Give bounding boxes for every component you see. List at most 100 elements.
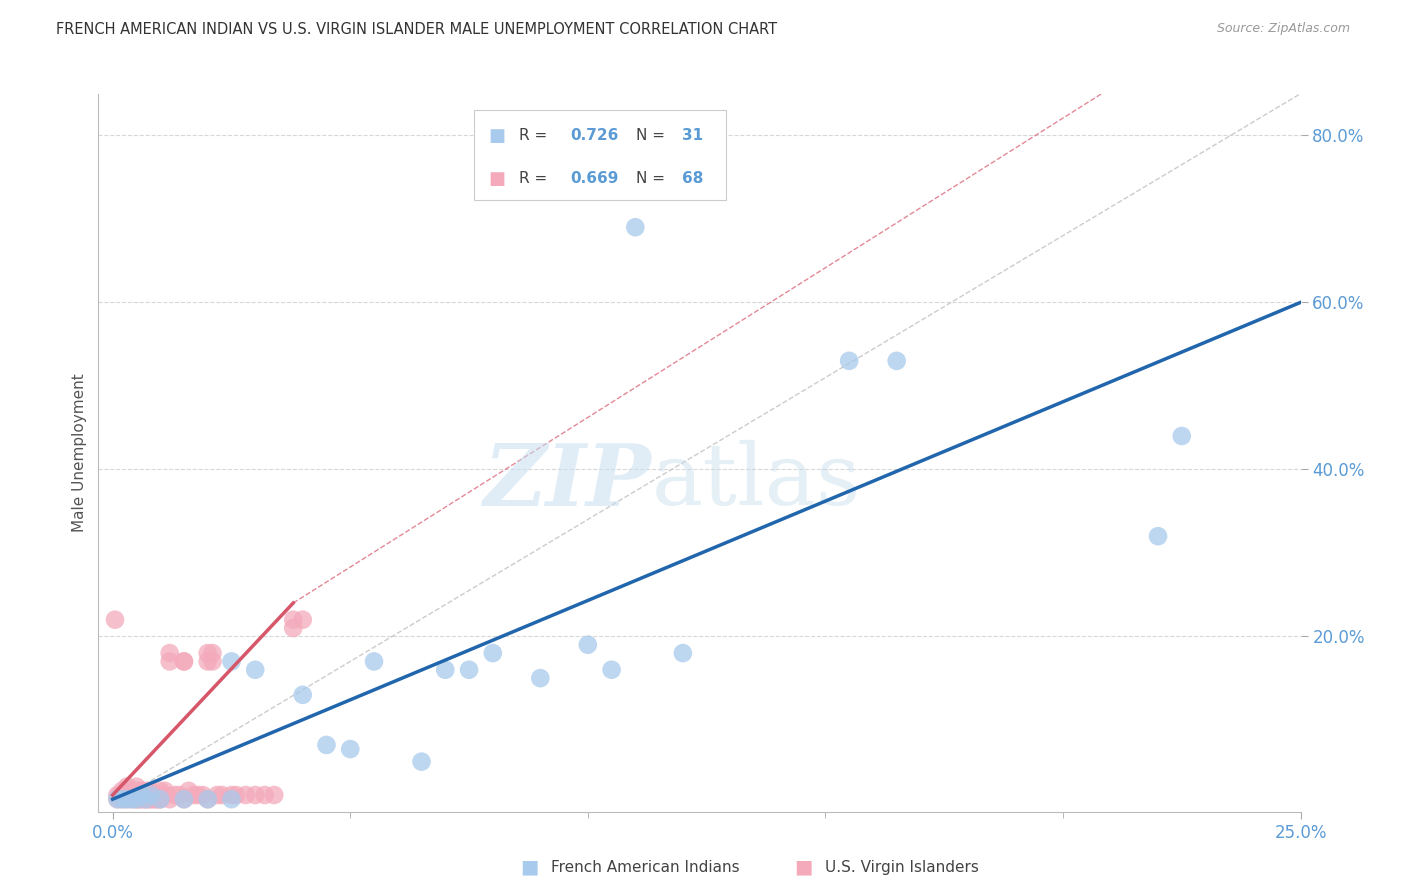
Text: French American Indians: French American Indians [551,860,740,874]
Point [139,792,162,806]
Point [225,788,247,802]
Point [211,788,233,802]
Point [201,655,224,669]
Point [149,792,172,806]
Point [129,792,152,806]
Text: Source: ZipAtlas.com: Source: ZipAtlas.com [1216,22,1350,36]
Point [576,638,599,652]
Point [121,792,143,806]
Point [135,792,157,806]
Point [121,784,143,798]
Point [121,792,143,806]
Point [291,688,314,702]
Point [173,655,195,669]
Point [125,788,148,802]
Point [624,220,647,235]
Point [107,792,129,806]
Point [600,663,623,677]
Point [135,792,157,806]
Point [315,738,337,752]
Point [183,788,205,802]
Point [291,613,314,627]
Point [145,792,167,806]
Point [197,792,219,806]
Point [481,646,503,660]
Point [111,792,134,806]
Text: ■: ■ [794,857,813,877]
Point [139,788,162,802]
Point [115,784,138,798]
Point [139,784,162,798]
Point [886,354,908,368]
Point [1171,429,1194,443]
Point [205,788,228,802]
Point [115,788,138,802]
Point [838,354,860,368]
Point [111,788,134,802]
Point [129,788,152,802]
Point [253,788,276,802]
Text: 0.726: 0.726 [569,128,619,144]
Text: ■: ■ [520,857,538,877]
Text: ZIP: ZIP [484,440,651,524]
Point [139,792,162,806]
Point [173,792,195,806]
Point [173,792,195,806]
Point [159,792,181,806]
Point [159,646,181,660]
Point [221,788,243,802]
Text: N =: N = [636,128,669,144]
Point [197,792,219,806]
Point [135,792,157,806]
Point [135,784,157,798]
Point [283,621,305,635]
Point [221,792,243,806]
Point [125,792,148,806]
Point [111,792,134,806]
Point [283,613,305,627]
Point [139,788,162,802]
Point [115,792,138,806]
Text: 68: 68 [682,171,704,186]
Point [263,788,285,802]
Point [111,784,134,798]
Point [363,655,385,669]
Point [149,788,172,802]
Point [125,792,148,806]
Point [107,792,129,806]
Point [458,663,481,677]
Point [129,792,152,806]
Point [149,784,172,798]
Point [235,788,257,802]
Point [197,655,219,669]
Point [125,780,148,794]
Text: ■: ■ [488,169,505,188]
Text: 0.669: 0.669 [569,171,619,186]
Point [107,788,129,802]
Point [201,646,224,660]
Point [221,655,243,669]
Point [115,792,138,806]
Point [125,792,148,806]
Point [153,784,176,798]
Point [177,784,200,798]
Point [149,792,172,806]
Point [121,788,143,802]
Point [145,792,167,806]
Point [104,613,127,627]
Text: U.S. Virgin Islanders: U.S. Virgin Islanders [825,860,979,874]
Point [145,788,167,802]
Text: ■: ■ [488,127,505,145]
Point [173,655,195,669]
Point [115,780,138,794]
Point [191,788,214,802]
Point [1147,529,1170,543]
Point [197,646,219,660]
Text: atlas: atlas [651,440,860,523]
Point [434,663,457,677]
Point [411,755,433,769]
Point [135,788,157,802]
Point [672,646,695,660]
Point [245,788,267,802]
Text: FRENCH AMERICAN INDIAN VS U.S. VIRGIN ISLANDER MALE UNEMPLOYMENT CORRELATION CHA: FRENCH AMERICAN INDIAN VS U.S. VIRGIN IS… [56,22,778,37]
